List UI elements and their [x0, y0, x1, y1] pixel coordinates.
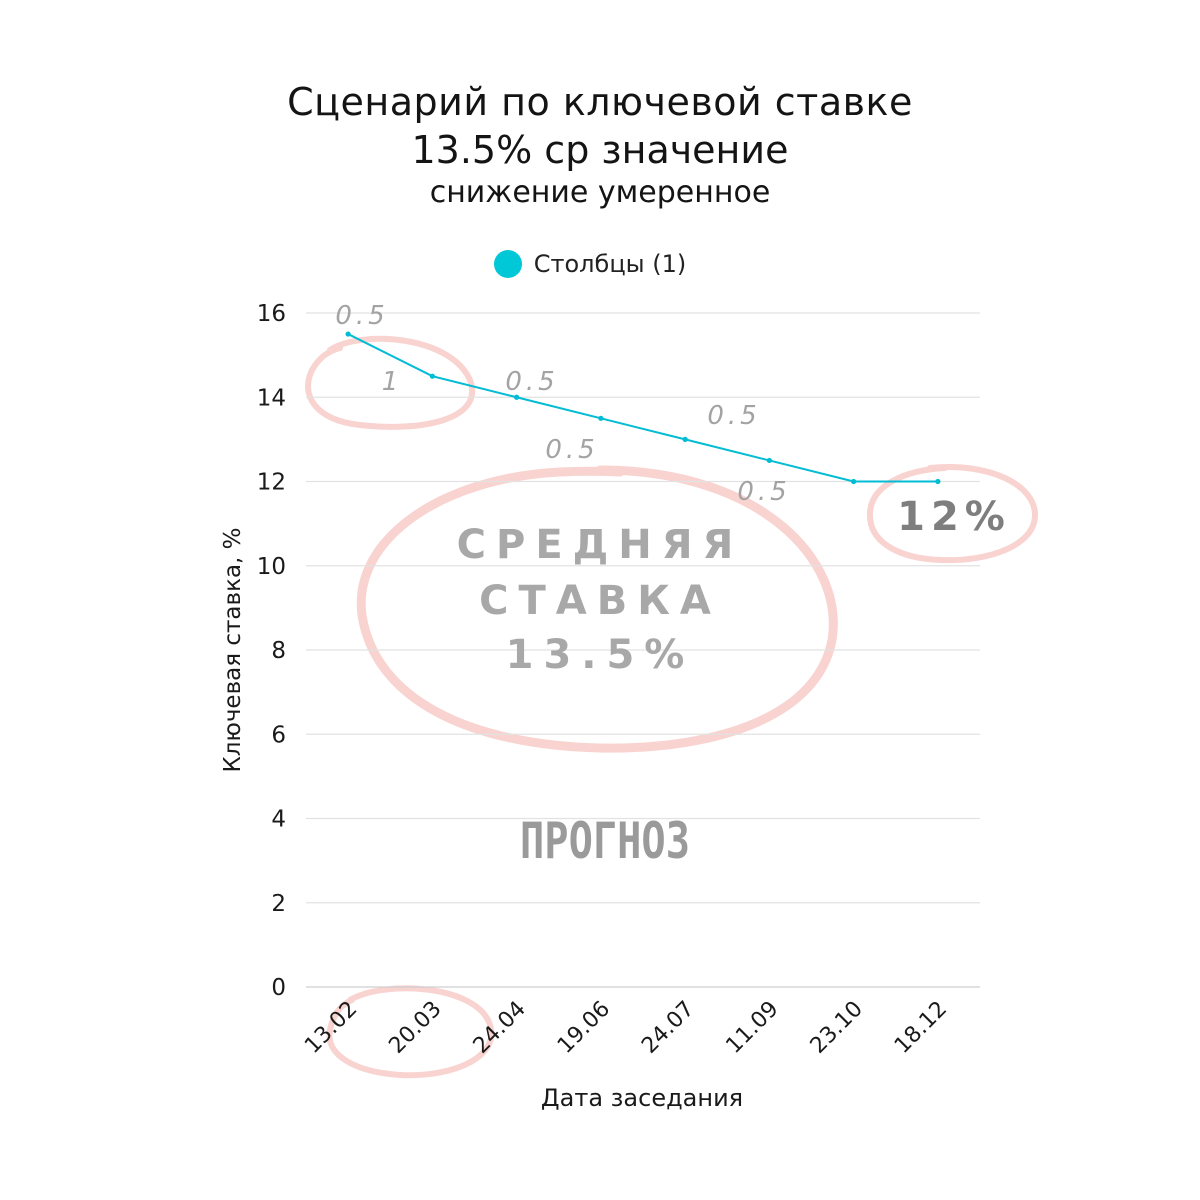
- x-axis-label: Дата заседания: [541, 1084, 743, 1112]
- circle-center: [356, 465, 838, 753]
- decorative-circles: [305, 335, 1039, 1079]
- annotation-step-2: 1: [382, 367, 403, 397]
- y-tick-label: 0: [271, 975, 286, 1001]
- data-point: [682, 436, 688, 442]
- legend: Столбцы (1): [0, 250, 1200, 278]
- data-point: [345, 331, 351, 337]
- y-tick-label: 14: [257, 385, 286, 411]
- x-tick-label: 19.06: [553, 997, 615, 1059]
- annotation-step-1: 0.5: [335, 301, 388, 331]
- y-tick-label: 16: [257, 301, 286, 327]
- annotation-step-3: 0.5: [505, 367, 558, 397]
- y-tick-label: 4: [271, 807, 286, 833]
- annotation-step-6: 0.5: [737, 477, 790, 507]
- annotation-step-5: 0.5: [707, 401, 760, 431]
- x-tick-label: 23.10: [806, 997, 868, 1059]
- series-line: [347, 333, 938, 483]
- chart-subtitle: снижение умеренное: [429, 175, 771, 210]
- final-value-label: 12%: [897, 494, 1011, 540]
- y-tick-label: 8: [271, 638, 286, 664]
- data-point: [935, 478, 941, 485]
- y-tick-label: 6: [271, 722, 286, 748]
- data-point: [514, 394, 520, 400]
- data-point: [766, 457, 772, 464]
- legend-marker: [493, 250, 522, 278]
- stamp-line-1: СРЕДНЯЯ: [457, 522, 744, 568]
- x-tick-label: 20.03: [384, 997, 446, 1059]
- data-point: [851, 478, 857, 485]
- stamp-line-2: СТАВКА: [479, 578, 721, 624]
- series: [345, 331, 941, 485]
- y-axis-label: Ключевая ставка, %: [220, 527, 246, 772]
- chart-title: Сценарий по ключевой ставке: [287, 80, 913, 124]
- stamp-line-3: 13.5%: [506, 632, 695, 678]
- data-point: [429, 373, 435, 379]
- chart-title-line2: 13.5% ср значение: [411, 128, 789, 172]
- grid: [306, 312, 980, 988]
- x-tick-label: 24.07: [637, 997, 699, 1059]
- circle-top-left: [305, 335, 476, 430]
- circle-bottom-left: [326, 985, 495, 1079]
- x-tick-label: 11.09: [721, 997, 783, 1059]
- y-tick-label: 12: [257, 470, 286, 496]
- circle-right: [866, 464, 1039, 564]
- x-axis-ticks: 13.02 20.03 24.04 19.06 24.07 11.09 23.10 18.12: [300, 997, 952, 1059]
- annotation-step-4: 0.5: [545, 435, 598, 465]
- y-tick-label: 10: [257, 554, 286, 580]
- data-point: [598, 415, 604, 421]
- x-tick-label: 18.12: [890, 997, 952, 1059]
- legend-label: Столбцы (1): [533, 250, 687, 278]
- y-tick-label: 2: [271, 891, 286, 917]
- y-axis-ticks: 0 2 4 6 8 10 12 14 16: [257, 301, 286, 1001]
- forecast-label: ПРОГНОЗ: [520, 812, 690, 870]
